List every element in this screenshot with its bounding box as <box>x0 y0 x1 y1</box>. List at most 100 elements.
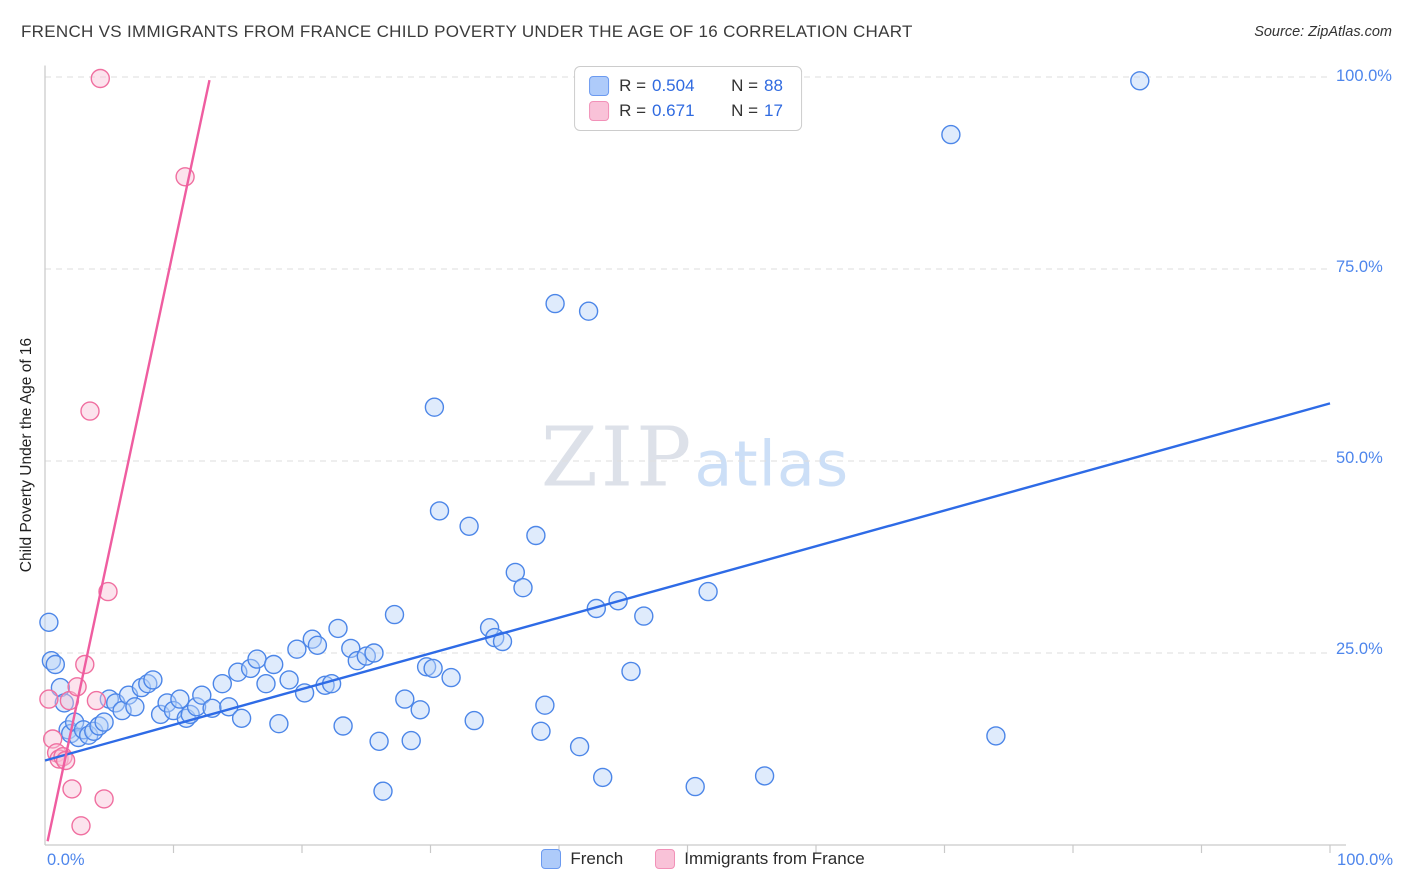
point-french <box>279 670 299 690</box>
point-immigrants <box>62 779 82 799</box>
series-legend: French Immigrants from France <box>0 849 1406 869</box>
point-french <box>364 643 384 663</box>
r-label: R = <box>619 76 647 95</box>
point-french <box>513 578 533 598</box>
chart-title: FRENCH VS IMMIGRANTS FROM FRANCE CHILD P… <box>21 22 913 41</box>
french-r-stat: R = 0.504 <box>619 76 731 96</box>
immigrants-legend-label: Immigrants from France <box>684 849 865 868</box>
n-label: N = <box>731 76 759 95</box>
point-french <box>341 638 361 659</box>
point-french <box>192 685 212 705</box>
point-immigrants <box>67 677 87 697</box>
legend-row-immigrants: R = 0.671 N = 17 <box>589 101 783 121</box>
point-french <box>45 654 65 675</box>
point-french <box>941 124 961 145</box>
point-french <box>333 716 353 736</box>
point-french <box>247 649 267 669</box>
watermark-atlas-text: atlas <box>694 427 850 501</box>
french-swatch <box>589 76 610 96</box>
point-french <box>307 635 328 655</box>
point-french <box>531 721 551 741</box>
n-value: 17 <box>764 101 783 120</box>
point-french <box>429 501 450 521</box>
legend-item-french: French <box>541 849 623 869</box>
point-french <box>593 767 613 788</box>
legend-item-immigrants: Immigrants from France <box>655 849 865 869</box>
point-french <box>410 700 430 720</box>
point-french <box>395 689 415 709</box>
point-french <box>754 766 775 786</box>
point-french <box>401 730 421 751</box>
point-french <box>269 714 289 734</box>
point-french <box>373 781 393 801</box>
r-value: 0.504 <box>652 76 695 95</box>
point-french <box>634 606 654 626</box>
point-immigrants <box>86 690 107 711</box>
immigrants-swatch <box>589 101 610 121</box>
y-tick-label-50: 50.0% <box>1336 449 1383 467</box>
point-french <box>94 712 114 732</box>
point-french <box>170 689 190 709</box>
point-immigrants <box>94 789 114 809</box>
point-french <box>459 516 479 536</box>
point-french <box>369 731 389 751</box>
y-axis-title: Child Poverty Under the Age of 16 <box>18 337 35 573</box>
point-french <box>264 654 284 675</box>
x-tick-label-0: 0.0% <box>47 851 85 869</box>
scatter-plot-canvas <box>39 65 1346 853</box>
r-label: R = <box>619 101 647 120</box>
legend-row-french: R = 0.504 N = 88 <box>589 76 783 96</box>
point-french <box>423 658 443 679</box>
watermark-zip-text: ZIP <box>540 410 695 506</box>
zipatlas-watermark: ZIP atlas <box>541 411 849 506</box>
n-value: 88 <box>764 76 783 95</box>
point-french <box>287 639 307 659</box>
point-french <box>569 737 590 757</box>
correlation-legend: R = 0.504 N = 88 R = 0.671 N = 17 <box>574 66 802 131</box>
point-french <box>231 708 252 728</box>
point-french <box>186 697 207 717</box>
french-legend-label: French <box>570 849 624 868</box>
source-attribution: Source: ZipAtlas.com <box>1254 24 1392 40</box>
point-french <box>621 661 641 682</box>
point-immigrants <box>80 401 100 421</box>
point-french <box>698 581 718 602</box>
point-french <box>685 776 705 797</box>
point-french <box>328 618 348 639</box>
y-tick-label-25: 25.0% <box>1336 640 1383 658</box>
point-french <box>212 674 233 694</box>
point-immigrants <box>39 689 59 709</box>
n-label: N = <box>731 101 759 120</box>
point-french <box>526 525 546 546</box>
point-immigrants <box>90 68 111 89</box>
point-french <box>545 293 565 314</box>
point-french <box>578 301 599 321</box>
immigrants-n-stat: N = 17 <box>731 101 783 121</box>
point-french <box>1130 71 1150 91</box>
point-french <box>39 612 59 632</box>
french-legend-swatch <box>541 849 562 869</box>
point-french <box>143 670 163 690</box>
y-tick-label-75: 75.0% <box>1336 258 1383 276</box>
r-value: 0.671 <box>652 101 695 120</box>
point-immigrants <box>98 581 118 602</box>
french-n-stat: N = 88 <box>731 76 783 96</box>
point-french <box>416 657 437 677</box>
trendline-french <box>44 402 1331 762</box>
point-french <box>384 604 405 625</box>
point-immigrants <box>71 816 91 836</box>
point-french <box>986 726 1006 746</box>
point-french <box>441 667 461 688</box>
x-tick-label-100: 100.0% <box>1337 851 1393 869</box>
point-french <box>347 651 367 671</box>
point-french <box>125 697 145 717</box>
y-tick-label-100: 100.0% <box>1336 67 1392 85</box>
point-french <box>505 562 525 583</box>
immigrants-legend-swatch <box>655 849 676 869</box>
point-french <box>535 695 555 715</box>
point-french <box>356 646 376 666</box>
point-french <box>424 397 445 417</box>
point-french <box>302 629 322 649</box>
point-french <box>256 674 276 694</box>
